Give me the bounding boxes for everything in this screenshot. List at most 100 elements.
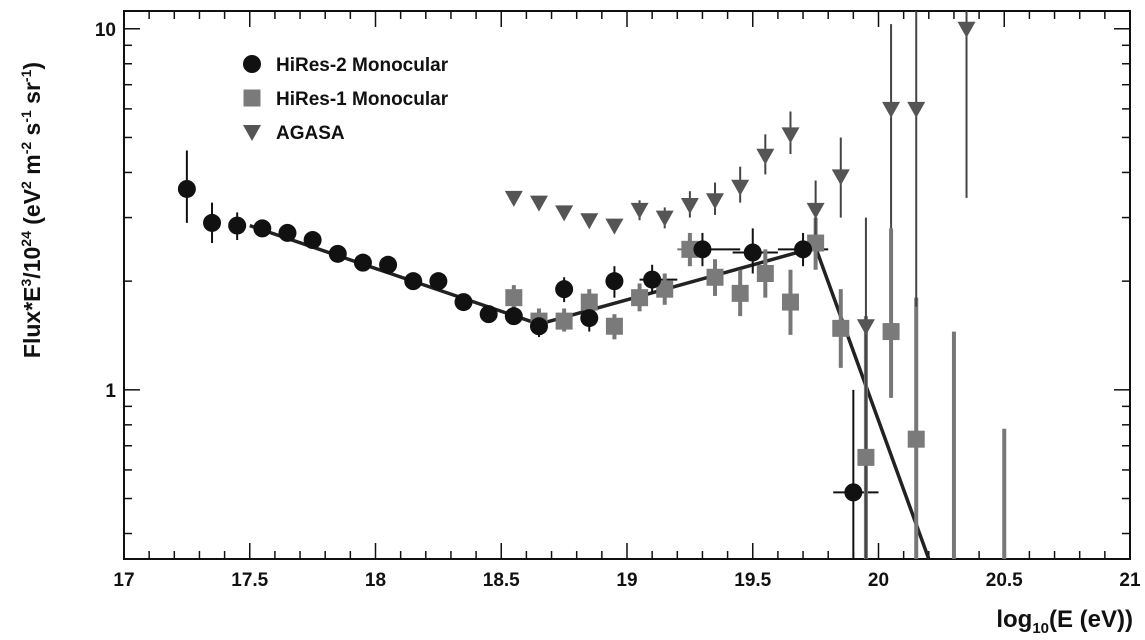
circle-marker xyxy=(555,280,574,299)
y-axis-title-m: m xyxy=(19,154,45,181)
y-axis-title-exp3: 3 xyxy=(18,278,34,286)
legend-square-marker xyxy=(243,89,261,107)
legend-label: HiRes-1 Monocular xyxy=(276,89,449,110)
circle-marker xyxy=(605,272,624,291)
square-marker xyxy=(857,448,875,466)
y-axis-title-close: ) xyxy=(19,62,45,70)
y-axis-title-expm1b: -1 xyxy=(18,69,34,82)
circle-marker xyxy=(404,272,423,291)
legend-circle-marker xyxy=(243,55,261,73)
x-axis-title-prefix: log xyxy=(996,606,1032,633)
legend-triangle-down-marker xyxy=(243,125,261,141)
square-marker xyxy=(756,264,774,282)
triangle-down-marker xyxy=(831,169,850,186)
circle-marker xyxy=(353,253,372,272)
data-markers xyxy=(177,21,976,502)
circle-marker xyxy=(794,240,813,259)
triangle-down-marker xyxy=(580,213,599,230)
circle-marker xyxy=(479,305,498,324)
y-axis-title-exp24: 24 xyxy=(18,231,34,247)
y-tick-labels: 1 10 xyxy=(95,20,117,402)
triangle-down-marker xyxy=(781,127,800,144)
square-marker xyxy=(706,268,724,286)
triangle-down-marker xyxy=(756,148,775,165)
x-axis-title-sub: 10 xyxy=(1032,620,1049,637)
circle-marker xyxy=(253,219,272,238)
legend-label: HiRes-2 Monocular xyxy=(276,55,449,76)
x-tick-label: 20.5 xyxy=(986,570,1023,591)
square-marker xyxy=(555,312,573,330)
square-marker xyxy=(580,293,598,311)
square-marker xyxy=(781,293,799,311)
square-marker xyxy=(907,430,925,448)
circle-marker xyxy=(529,317,548,336)
circle-marker xyxy=(379,255,398,274)
triangle-down-marker xyxy=(856,319,875,336)
square-marker xyxy=(505,289,523,307)
x-tick-label: 19.5 xyxy=(734,570,771,591)
triangle-down-marker xyxy=(806,202,825,219)
triangle-down-marker xyxy=(957,21,976,38)
legend-label: AGASA xyxy=(276,123,345,144)
y-axis-title-exp2: 2 xyxy=(18,181,34,189)
x-tick-label: 20 xyxy=(868,570,889,591)
y-axis-title-s: s xyxy=(19,123,45,142)
x-tick-label: 21 xyxy=(1119,570,1141,591)
triangle-down-marker xyxy=(555,205,574,222)
square-marker xyxy=(605,317,623,335)
triangle-down-marker xyxy=(907,101,926,118)
circle-marker xyxy=(580,309,599,328)
square-marker xyxy=(656,280,674,298)
triangle-down-marker xyxy=(504,190,523,207)
y-axis-title: Flux*E3/1024 (eV2 m-2 s-1 sr-1) xyxy=(18,62,45,358)
y-axis-title-mid: /10 xyxy=(19,247,45,279)
y-axis-title-base: Flux*E xyxy=(19,286,45,358)
triangle-down-marker xyxy=(706,193,725,210)
fit-line-group xyxy=(249,223,931,560)
x-axis-title-suffix: (E (eV)) xyxy=(1049,606,1133,633)
axis-ticks xyxy=(123,11,1131,559)
square-marker xyxy=(731,284,749,302)
plot-frame xyxy=(123,10,1131,560)
triangle-down-marker xyxy=(731,179,750,196)
x-tick-label: 17.5 xyxy=(231,570,268,591)
triangle-down-marker xyxy=(529,195,548,212)
x-tick-label: 17 xyxy=(113,570,134,591)
x-tick-labels: 17 17.5 18 18.5 19 19.5 20 20.5 21 xyxy=(113,570,1141,591)
y-axis-title-expm2: -2 xyxy=(18,142,34,155)
circle-marker xyxy=(278,223,297,242)
circle-marker xyxy=(429,272,448,291)
circle-marker xyxy=(844,483,863,502)
y-axis-title-sr: sr xyxy=(19,82,45,110)
circle-marker xyxy=(228,216,247,235)
circle-marker xyxy=(177,179,196,198)
circle-marker xyxy=(454,293,473,312)
triangle-down-marker xyxy=(655,210,674,227)
y-axis-title-open: (eV xyxy=(19,188,45,231)
square-marker xyxy=(832,319,850,337)
fit-line xyxy=(249,223,931,560)
y-axis-title-expm1a: -1 xyxy=(18,110,34,123)
x-tick-label: 18.5 xyxy=(483,570,520,591)
triangle-down-marker xyxy=(605,218,624,235)
circle-marker xyxy=(504,307,523,326)
legend: HiRes-2 Monocular HiRes-1 Monocular AGASA xyxy=(243,55,449,144)
triangle-down-marker xyxy=(882,101,901,118)
x-axis-title: log10(E (eV)) xyxy=(996,606,1133,637)
circle-marker xyxy=(328,244,347,263)
circle-marker xyxy=(693,240,712,259)
circle-marker xyxy=(743,243,762,262)
y-tick-label: 10 xyxy=(95,20,116,41)
square-marker xyxy=(631,289,649,307)
x-tick-label: 19 xyxy=(616,570,637,591)
circle-marker xyxy=(203,213,222,232)
square-marker xyxy=(882,323,900,341)
triangle-down-marker xyxy=(630,202,649,219)
square-marker xyxy=(681,240,699,258)
y-tick-label: 1 xyxy=(105,381,116,402)
x-tick-label: 18 xyxy=(365,570,386,591)
triangle-down-marker xyxy=(680,198,699,215)
circle-marker xyxy=(643,270,662,289)
circle-marker xyxy=(303,231,322,250)
